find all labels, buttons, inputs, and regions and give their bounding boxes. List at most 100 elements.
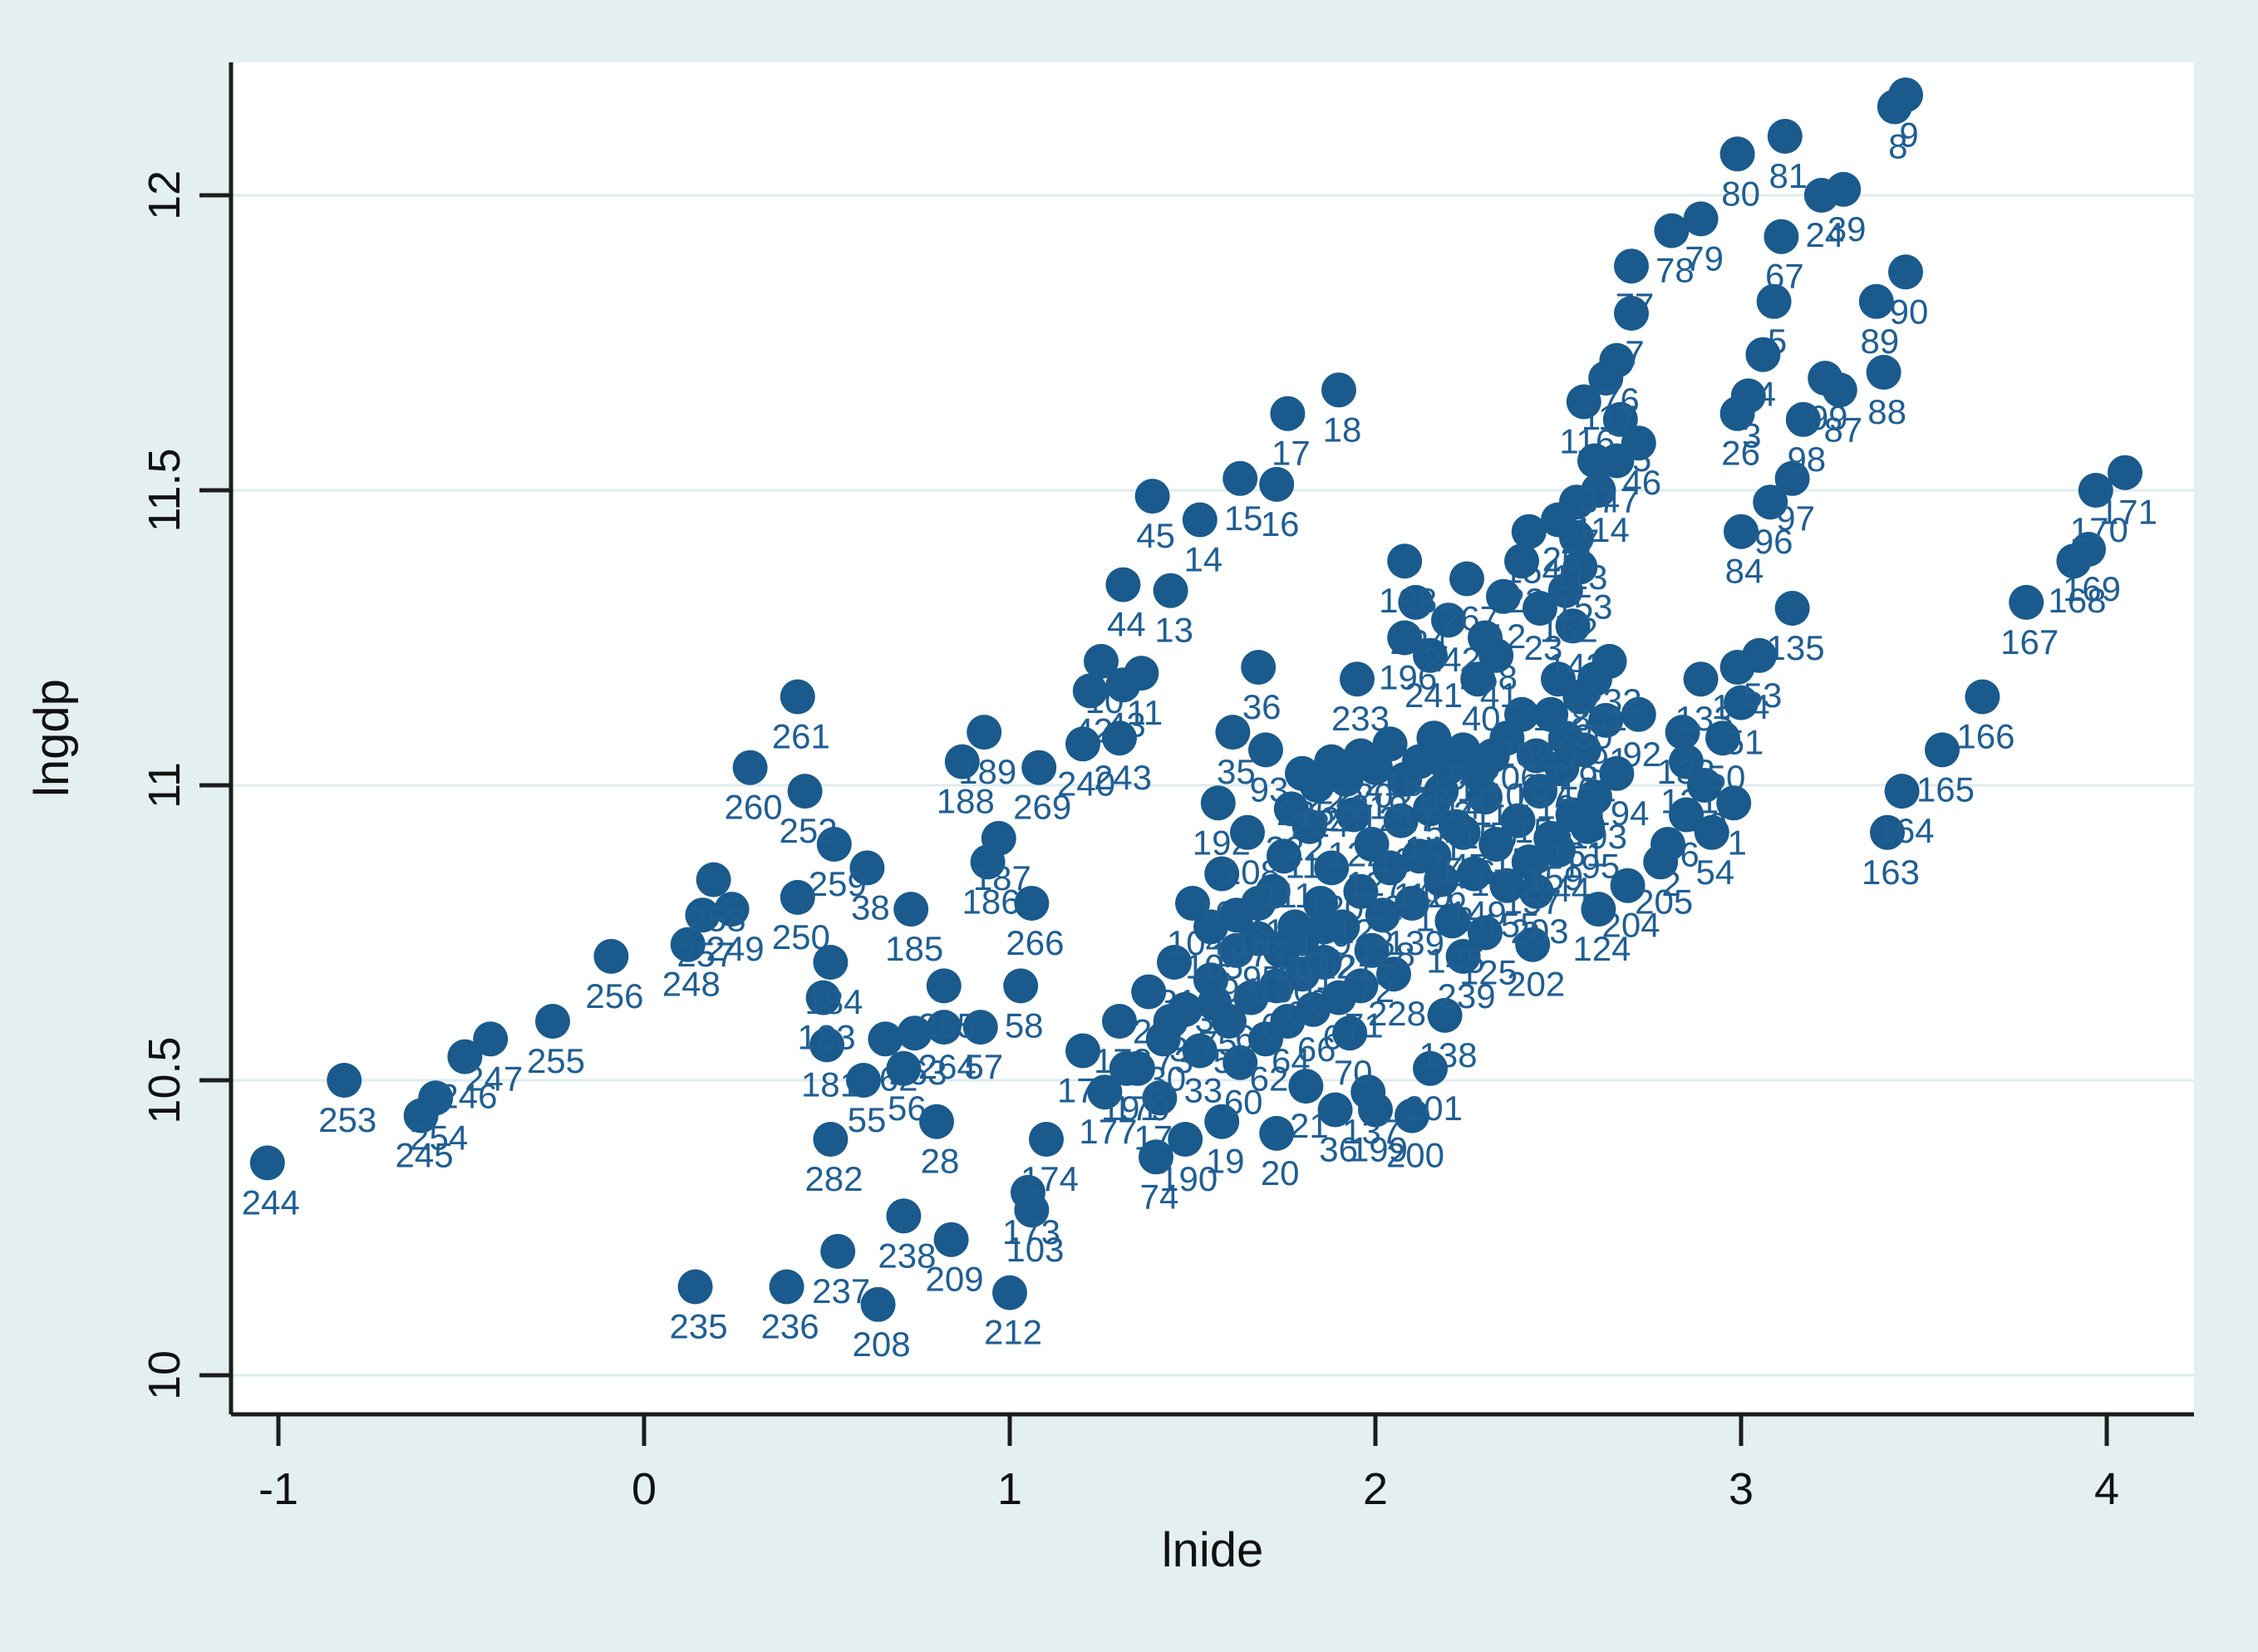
data-point (1669, 797, 1704, 833)
data-point (1200, 785, 1236, 821)
point-label: 103 (1006, 1230, 1064, 1269)
y-tick-label: 10.5 (140, 1036, 189, 1123)
data-point (1591, 643, 1627, 679)
point-label: 121 (1316, 946, 1375, 986)
point-label: 80 (1721, 174, 1760, 213)
data-point (1029, 1122, 1064, 1157)
data-point (1065, 726, 1100, 762)
data-point (1518, 873, 1554, 909)
data-point (1259, 466, 1295, 502)
data-point (1325, 909, 1360, 945)
data-point (868, 1021, 903, 1057)
point-label: 155 (1481, 906, 1539, 945)
data-point (685, 897, 721, 933)
data-point (1785, 401, 1821, 437)
point-label: 84 (1725, 552, 1764, 591)
data-point (1021, 750, 1057, 785)
data-point (1965, 679, 2000, 715)
point-label: 71 (1345, 1005, 1384, 1045)
point-label: 98 (1787, 440, 1826, 479)
point-label: 9 (1899, 115, 1918, 154)
point-label: 76 (1601, 381, 1640, 420)
data-point (944, 744, 980, 779)
point-label: 239 (1438, 976, 1496, 1015)
data-point (1204, 856, 1240, 892)
data-point (1669, 744, 1704, 779)
data-point (1102, 720, 1137, 756)
point-label: 15 (1224, 499, 1263, 538)
point-label: 209 (926, 1260, 984, 1299)
data-point (1767, 119, 1803, 154)
point-label: 266 (1006, 923, 1064, 962)
point-label: 243 (1094, 758, 1152, 797)
data-point (967, 715, 1002, 750)
data-point (1523, 591, 1557, 626)
data-point (1343, 873, 1379, 909)
data-point (820, 1233, 856, 1269)
point-label: 27 (1561, 522, 1600, 561)
point-label: 167 (2000, 622, 2059, 661)
point-label: 252 (780, 811, 838, 850)
data-point (926, 1010, 962, 1045)
point-label: 72 (1355, 971, 1395, 1010)
point-label: 8 (1888, 127, 1907, 166)
point-label: 174 (1021, 1159, 1079, 1198)
x-axis-ticks: -1 0 1 2 3 4 (258, 1414, 2119, 1514)
data-point (1413, 1050, 1448, 1086)
data-point (418, 1080, 454, 1116)
point-label: 201 (1404, 1089, 1463, 1128)
point-label: 225 (1277, 794, 1335, 833)
y-tick-label: 12 (140, 170, 189, 220)
point-label: 249 (706, 929, 765, 968)
point-label: 57 (964, 1047, 1003, 1086)
data-point (1387, 620, 1423, 656)
point-label: 44 (1107, 605, 1146, 644)
point-label: 173 (1002, 1212, 1060, 1251)
point-label: 28 (921, 1142, 960, 1181)
point-label: 214 (1423, 788, 1481, 827)
data-point (1764, 219, 1799, 254)
data-point (1559, 484, 1594, 520)
data-point (1321, 372, 1356, 408)
point-label: 1 (1728, 823, 1747, 862)
point-label: 208 (853, 1325, 911, 1364)
data-point (1003, 968, 1039, 1004)
data-point (1511, 514, 1547, 549)
data-point (1350, 1074, 1386, 1110)
data-point (1306, 945, 1342, 980)
data-point (1222, 1045, 1258, 1080)
point-label: 258 (688, 900, 746, 939)
data-point (809, 1027, 844, 1063)
point-label: 164 (1877, 811, 1935, 850)
data-point (780, 879, 815, 915)
point-label: 88 (1867, 392, 1906, 431)
point-label: 26 (1721, 434, 1760, 473)
data-point (1866, 355, 1901, 390)
point-label: 138 (1419, 1035, 1478, 1074)
point-label: 107 (1211, 935, 1269, 974)
point-label: 261 (772, 717, 830, 756)
data-point (1456, 856, 1492, 892)
data-point (1694, 814, 1729, 850)
data-point (1753, 484, 1788, 520)
data-point (1336, 797, 1371, 833)
data-point (1683, 661, 1719, 697)
point-label: 169 (2063, 569, 2121, 608)
data-point (992, 1275, 1027, 1310)
data-point (1105, 567, 1141, 602)
point-label: 70 (1334, 1053, 1373, 1092)
data-point (1511, 844, 1547, 880)
point-label: 4 (1757, 375, 1776, 414)
data-point (1614, 296, 1649, 331)
point-label: 265 (918, 1005, 976, 1045)
point-label: 135 (1767, 628, 1825, 667)
data-point (1431, 750, 1466, 785)
point-label: 153 (1554, 587, 1612, 626)
point-label: 54 (1695, 853, 1734, 892)
point-label: 137 (1342, 1112, 1400, 1151)
data-point (1241, 650, 1277, 685)
data-point (1401, 838, 1437, 874)
data-point (1489, 868, 1525, 903)
